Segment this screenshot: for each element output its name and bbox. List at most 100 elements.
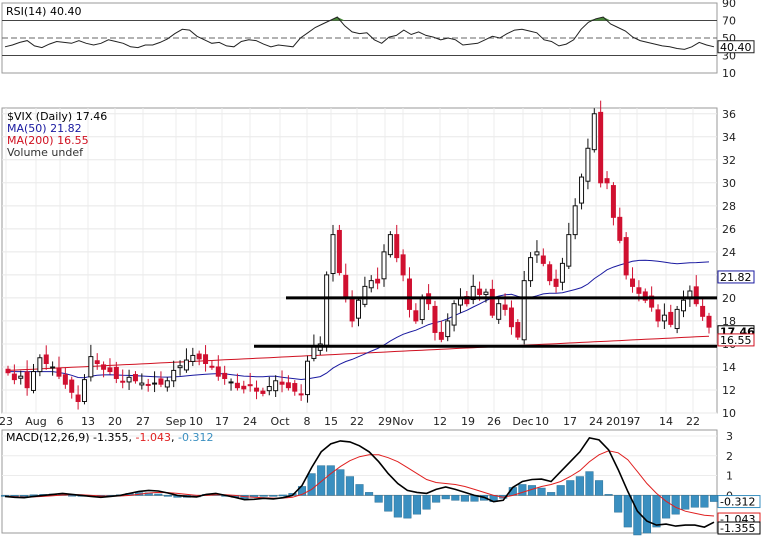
candle-up bbox=[572, 205, 578, 236]
x-tick-label: 10 bbox=[535, 415, 549, 428]
macd-hist-bar bbox=[547, 492, 556, 496]
macd-last-value: -1.355 bbox=[720, 522, 755, 535]
candle-up bbox=[139, 382, 145, 386]
ma50-value-box bbox=[717, 270, 755, 284]
candle-down bbox=[547, 264, 553, 282]
macd-hist-bar bbox=[585, 471, 594, 496]
candle-down bbox=[24, 371, 30, 389]
candle-up bbox=[171, 369, 177, 382]
macd-hist-bar bbox=[355, 484, 364, 496]
macd-hist-bar bbox=[614, 495, 623, 513]
candle-up bbox=[451, 303, 457, 326]
macd-line bbox=[4, 437, 715, 528]
ma50-line bbox=[8, 259, 710, 381]
candle-down bbox=[292, 383, 298, 392]
candle-down bbox=[62, 374, 68, 385]
candle-down bbox=[502, 304, 508, 310]
macd-hist-bar bbox=[575, 476, 584, 496]
macd-hist-bar bbox=[259, 495, 268, 497]
price-frame bbox=[1, 107, 718, 414]
candle-up bbox=[152, 382, 158, 385]
candle-down bbox=[655, 309, 661, 322]
candle-up bbox=[266, 386, 272, 392]
candle-up bbox=[330, 234, 336, 275]
candle-down bbox=[413, 310, 419, 322]
candle-down bbox=[254, 387, 260, 392]
ma200-value: 16.55 bbox=[720, 334, 752, 347]
candle-up bbox=[470, 285, 476, 301]
macd-hist-bar bbox=[700, 495, 709, 508]
rsi-last-box bbox=[717, 40, 755, 54]
candle-down bbox=[279, 381, 285, 385]
macd-hist-bar bbox=[441, 495, 450, 500]
x-tick-label: 26 bbox=[487, 415, 501, 428]
x-tick-label: 10 bbox=[189, 415, 203, 428]
macd-hist-bar bbox=[604, 494, 613, 496]
price-tick-label: 36 bbox=[722, 108, 736, 121]
price-tick-label: 28 bbox=[722, 200, 736, 213]
macd-last-value: -0.312 bbox=[720, 496, 755, 509]
candle-up bbox=[324, 274, 330, 346]
candle-up bbox=[579, 176, 585, 204]
candle-down bbox=[196, 353, 202, 360]
x-tick-label: 7 bbox=[634, 415, 641, 428]
candle-down bbox=[336, 229, 342, 274]
ma200-value-box bbox=[717, 333, 755, 347]
x-tick-label: 17 bbox=[563, 415, 577, 428]
price-x-axis: 23 Aug 6 13 20 27 Sep 10 17 24 Oct 8 15 22 29 Nov 12 19 26… bbox=[0, 415, 700, 428]
macd-legend: MACD(12,26,9) -1.355, -1.043, -0.312 bbox=[6, 431, 213, 444]
candle-up bbox=[50, 366, 56, 369]
rsi-series: 40.40 bbox=[4, 16, 755, 54]
x-tick-label: 17 bbox=[215, 415, 229, 428]
macd-hist-bar bbox=[642, 495, 651, 534]
candle-up bbox=[521, 280, 527, 341]
candle-down bbox=[432, 305, 438, 333]
rsi-last-value: 40.40 bbox=[720, 41, 752, 54]
candle-down bbox=[298, 393, 304, 396]
macd-hist-bar bbox=[633, 495, 642, 536]
candle-down bbox=[477, 288, 483, 295]
candle-down bbox=[406, 278, 412, 310]
macd-hist-bar bbox=[460, 495, 469, 502]
candle-down bbox=[636, 287, 642, 294]
candle-up bbox=[483, 291, 489, 295]
macd-last-box bbox=[717, 521, 761, 535]
candle-up bbox=[528, 257, 534, 282]
macd-hist-bar bbox=[20, 495, 29, 497]
macd-hist-bar bbox=[384, 495, 393, 512]
candle-up bbox=[273, 380, 279, 392]
x-tick-label: Dec bbox=[512, 415, 533, 428]
x-tick-label: 23 bbox=[0, 415, 13, 428]
price-tick-label: 14 bbox=[722, 361, 736, 374]
candle-down bbox=[693, 286, 699, 305]
macd-hist-bar bbox=[690, 495, 699, 508]
candle-up bbox=[585, 147, 591, 182]
candle-down bbox=[107, 367, 113, 373]
candle-down bbox=[706, 315, 712, 328]
candle-up bbox=[18, 375, 24, 379]
macd-lines bbox=[4, 437, 715, 528]
rsi-tick-label: 90 bbox=[722, 0, 736, 10]
x-tick-label: 6 bbox=[57, 415, 64, 428]
candle-down bbox=[234, 382, 240, 389]
candle-down bbox=[222, 372, 228, 379]
macd-legend-macd: -1.355 bbox=[93, 431, 128, 444]
candle-up bbox=[387, 234, 393, 256]
symbol-legend: $VIX (Daily) 17.46 bbox=[7, 110, 107, 123]
rsi-legend: RSI(14) 40.40 bbox=[6, 5, 81, 18]
candle-down bbox=[343, 274, 349, 299]
candles bbox=[5, 100, 712, 410]
candle-up bbox=[177, 365, 183, 369]
candle-up bbox=[183, 359, 189, 371]
candle-down bbox=[349, 297, 355, 322]
x-tick-label: Sep bbox=[166, 415, 187, 428]
candle-up bbox=[368, 280, 374, 289]
macd-legend-signal: -1.043 bbox=[136, 431, 171, 444]
support-resistance-lines bbox=[254, 296, 717, 348]
x-tick-label: 2019 bbox=[606, 415, 634, 428]
candle-down bbox=[610, 185, 616, 218]
macd-y-axis: 3210-0.312-1.043-1.355 bbox=[717, 430, 761, 535]
price-legend: $VIX (Daily) 17.46 MA(50) 21.82 MA(200) … bbox=[7, 110, 107, 159]
candle-down bbox=[113, 366, 119, 379]
price-tick-label: 32 bbox=[722, 154, 736, 167]
